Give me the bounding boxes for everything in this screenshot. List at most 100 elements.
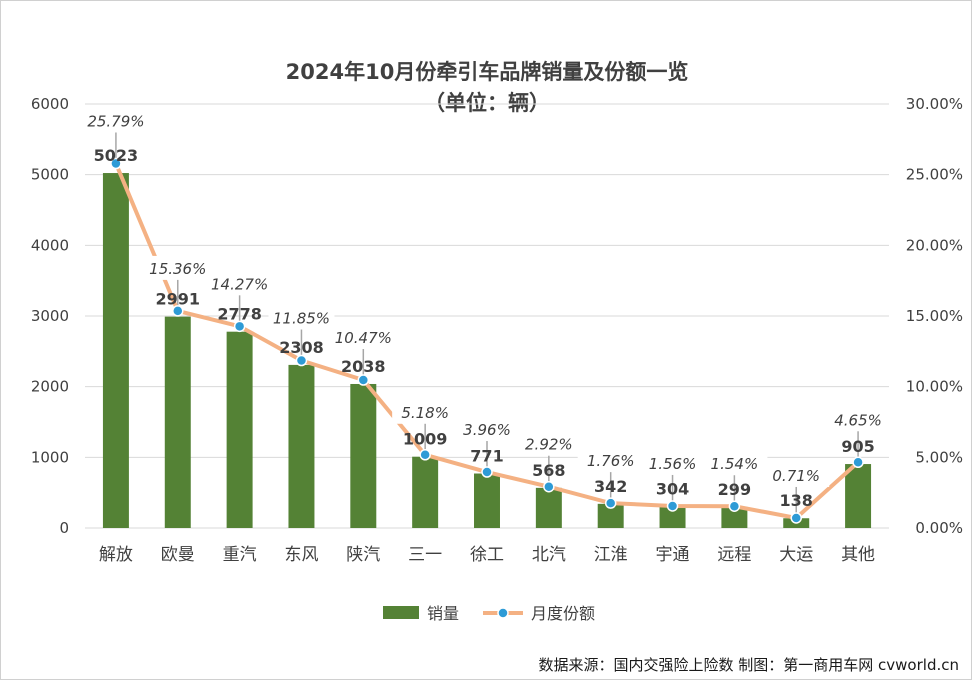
bar-value-label: 905	[841, 437, 874, 456]
legend: 销量 月度份额	[383, 604, 595, 623]
bar	[102, 173, 129, 529]
bar	[845, 464, 872, 528]
share-value-label: 1.76%	[587, 452, 635, 470]
legend-bar-label: 销量	[427, 604, 459, 623]
share-point	[357, 374, 370, 386]
share-value-label: 25.79%	[87, 113, 144, 131]
category-label: 其他	[841, 545, 875, 565]
bar-value-label: 771	[470, 447, 503, 466]
gridlines	[85, 103, 889, 529]
share-label-box	[515, 431, 582, 456]
share-label-box	[577, 448, 644, 473]
right-tick-label: 20.00%	[906, 236, 963, 254]
category-label: 重汽	[223, 545, 257, 565]
left-tick-label: 2000	[31, 378, 69, 396]
bar	[535, 487, 562, 528]
bar-value-label: 5023	[94, 146, 139, 165]
source-note: 数据来源：国内交强险上险数 制图：第一商用车网 cvworld.cn	[539, 656, 960, 674]
share-value-label: 15.36%	[149, 260, 206, 278]
category-label: 徐工	[470, 545, 504, 565]
share-point	[666, 500, 679, 512]
right-tick-label: 30.00%	[906, 95, 963, 113]
line-data-labels: 25.79% 15.36% 14.27% 11.85% 10.47% 5.18% 3.96%…	[82, 108, 892, 487]
share-point	[543, 480, 555, 493]
left-tick-label: 5000	[31, 166, 69, 184]
share-label-box	[701, 451, 768, 476]
share-label-box	[82, 108, 149, 133]
bar-value-label: 2308	[279, 338, 324, 357]
left-tick-label: 0	[59, 519, 69, 537]
bar-value-label: 304	[656, 480, 689, 499]
bar-value-label: 138	[780, 491, 813, 510]
share-point	[728, 500, 741, 512]
legend-bar-swatch	[383, 606, 419, 619]
bar-series	[102, 173, 872, 529]
left-tick-label: 6000	[31, 95, 69, 113]
share-point	[295, 354, 308, 367]
right-tick-label: 10.00%	[906, 378, 963, 396]
category-label: 陕汽	[346, 545, 380, 565]
share-label-box	[454, 417, 520, 442]
share-label-box	[144, 255, 211, 280]
bar-value-label: 2991	[156, 290, 201, 309]
bar	[226, 331, 253, 528]
chart-subtitle: （单位：辆）	[424, 91, 550, 115]
share-label-box	[268, 305, 335, 330]
share-value-label: 10.47%	[335, 329, 392, 347]
left-tick-label: 4000	[31, 236, 69, 254]
share-value-label: 5.18%	[401, 404, 449, 422]
bar-value-label: 568	[532, 461, 565, 480]
category-label: 宇通	[656, 545, 690, 565]
bar	[288, 364, 315, 528]
category-label: 解放	[99, 545, 133, 565]
bar	[164, 316, 191, 528]
share-label-box	[392, 399, 459, 424]
share-label-box	[639, 450, 706, 475]
share-value-label: 4.65%	[834, 411, 882, 429]
legend-line-marker	[497, 607, 509, 619]
share-value-label: 1.54%	[711, 455, 759, 473]
bar	[412, 456, 439, 528]
share-value-label: 1.56%	[649, 455, 697, 473]
line-series	[110, 157, 864, 524]
left-tick-label: 1000	[31, 448, 69, 466]
share-label-box	[825, 407, 892, 432]
category-label: 欧曼	[161, 545, 195, 565]
share-value-label: 14.27%	[211, 275, 268, 293]
chart-title: 2024年10月份牵引车品牌销量及份额一览	[286, 60, 689, 84]
share-point	[110, 157, 122, 170]
bar-value-label: 2038	[341, 357, 386, 376]
right-tick-label: 5.00%	[915, 448, 963, 466]
share-point	[852, 456, 864, 469]
category-label: 远程	[717, 545, 751, 565]
category-label: 北汽	[532, 545, 566, 565]
right-tick-label: 25.00%	[906, 166, 963, 184]
category-label: 三一	[408, 545, 442, 565]
share-point	[604, 497, 617, 509]
category-label: 大运	[779, 545, 813, 565]
share-point	[233, 320, 246, 333]
share-value-label: 2.92%	[525, 436, 573, 454]
category-ticks: 解放 欧曼 重汽 东风 陕汽 三一 徐工 北汽 江淮 宇通 远程 大运 其他	[99, 545, 875, 565]
category-label: 东风	[284, 545, 318, 565]
bar	[659, 506, 686, 528]
share-point	[790, 512, 802, 524]
share-point	[481, 466, 493, 478]
share-label-box	[330, 325, 397, 350]
legend-line-label: 月度份额	[531, 604, 595, 623]
category-label: 江淮	[594, 545, 628, 565]
bar-value-label: 299	[718, 480, 751, 499]
share-value-label: 11.85%	[273, 310, 330, 328]
bar-value-label: 1009	[403, 430, 448, 449]
bar-data-labels: 5023 2991 2778 2308 2038 1009 771 568 342 304 299 1…	[94, 146, 875, 510]
bar	[721, 506, 748, 528]
bar-value-label: 2778	[217, 305, 262, 324]
share-label-box	[763, 462, 830, 487]
bar	[474, 473, 500, 528]
right-axis-ticks: 0.00% 5.00% 10.00% 15.00% 20.00% 25.00% 30.00%	[906, 95, 963, 537]
right-tick-label: 0.00%	[915, 519, 963, 537]
bar	[350, 383, 377, 528]
left-axis-ticks: 0 1000 2000 3000 4000 5000 6000	[31, 95, 69, 537]
